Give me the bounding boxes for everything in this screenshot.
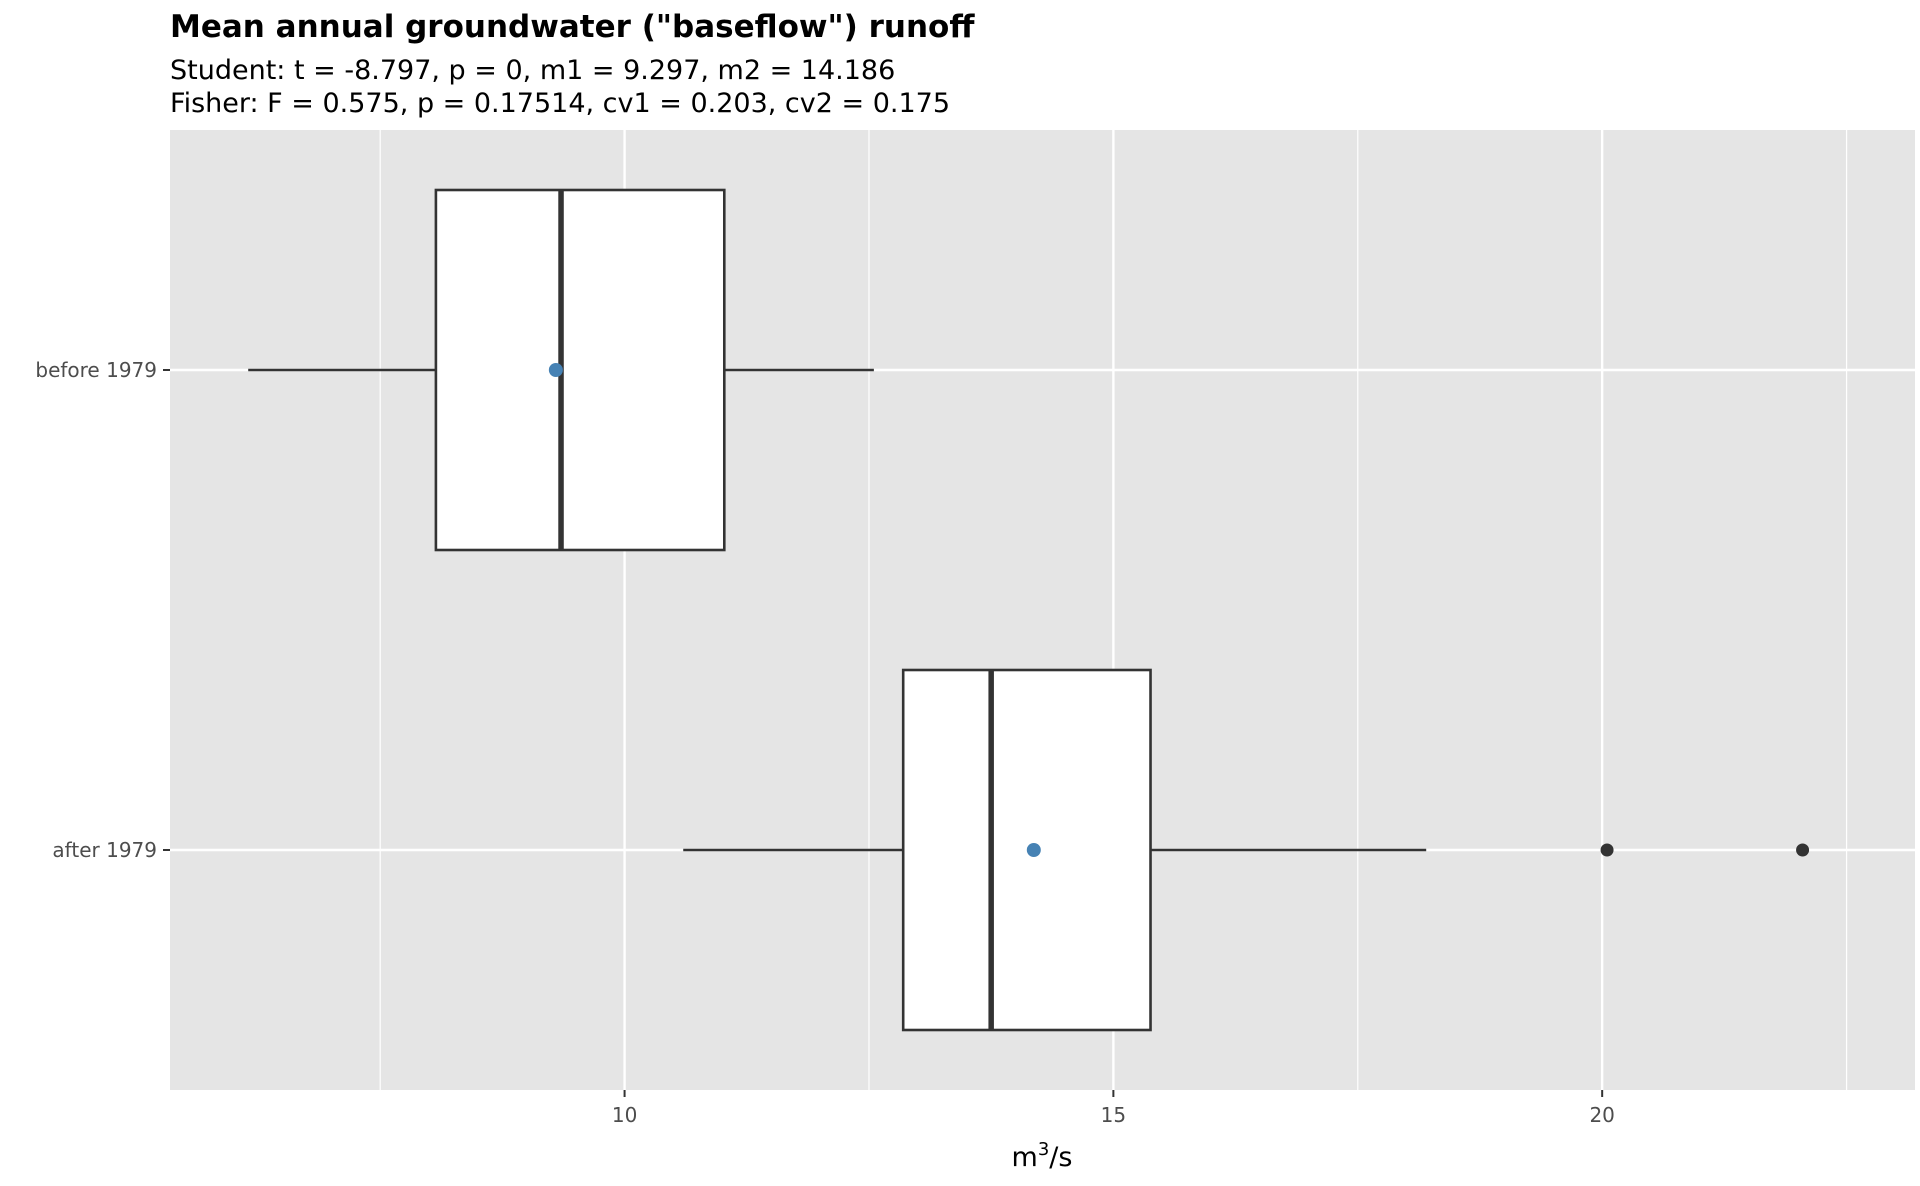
x-axis-title-base: m <box>1012 1142 1038 1173</box>
x-axis: 10 15 20 <box>612 1090 1615 1127</box>
chart-subtitle-line-1: Student: t = -8.797, p = 0, m1 = 9.297, … <box>170 55 895 86</box>
y-tick-label-0: before 1979 <box>35 358 157 382</box>
x-tick-label-1: 15 <box>1101 1103 1126 1127</box>
box-iqr-0 <box>434 188 726 552</box>
x-tick-label-2: 20 <box>1589 1103 1614 1127</box>
x-axis-title-superscript: 3 <box>1038 1139 1049 1160</box>
y-tick-label-1: after 1979 <box>52 838 157 862</box>
y-axis: before 1979 after 1979 <box>35 358 170 862</box>
boxplot-series <box>248 188 1810 1032</box>
x-tick-label-0: 10 <box>612 1103 637 1127</box>
minor-gridlines <box>379 130 1848 1090</box>
mean-point-1 <box>1026 843 1041 857</box>
box-group-1 <box>683 668 1810 1032</box>
x-axis-title: m3/s <box>1012 1139 1073 1173</box>
outlier-point-1-1 <box>1796 843 1810 857</box>
mean-point-0 <box>548 363 563 377</box>
box-group-0 <box>248 188 874 552</box>
outlier-point-1-0 <box>1600 843 1614 857</box>
chart-title: Mean annual groundwater ("baseflow") run… <box>170 9 975 45</box>
x-axis-title-suffix: /s <box>1049 1142 1072 1173</box>
chart-subtitle-line-2: Fisher: F = 0.575, p = 0.17514, cv1 = 0.… <box>170 88 950 119</box>
